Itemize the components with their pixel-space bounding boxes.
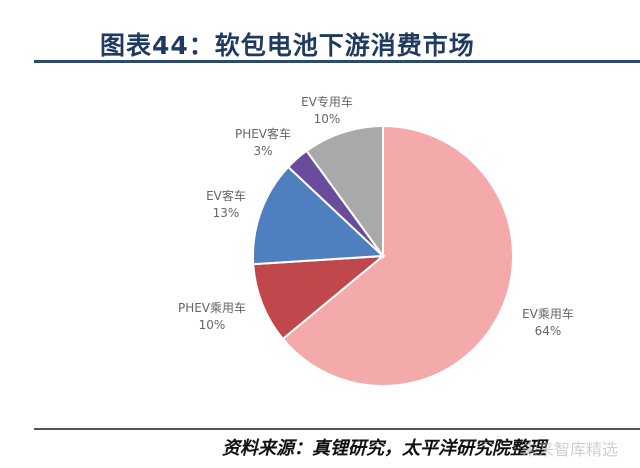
slice-percent-label: 64% — [535, 324, 562, 338]
slice-name-label: PHEV客车 — [235, 126, 291, 141]
title-divider — [34, 60, 640, 63]
slice-name-label: EV专用车 — [301, 94, 353, 109]
pie-slice — [252, 165, 386, 266]
watermark: 未来智库精选 — [522, 440, 619, 459]
pie-slice — [252, 254, 387, 341]
figure-header: 图表44：软包电池下游消费市场 — [0, 0, 640, 64]
slice-percent-label: 13% — [213, 206, 240, 220]
pie-slices — [252, 124, 514, 387]
slice-name-label: EV乘用车 — [522, 306, 574, 321]
figure-title: 图表44：软包电池下游消费市场 — [100, 31, 475, 60]
footer-divider — [34, 428, 640, 430]
slice-percent-label: 10% — [199, 318, 226, 332]
slice-percent-label: 10% — [314, 112, 341, 126]
slice-name-label: PHEV乘用车 — [178, 300, 246, 315]
pie-slice — [281, 124, 514, 387]
slice-percent-label: 3% — [253, 144, 272, 158]
source-note: 资料来源：真锂研究，太平洋研究院整理 — [222, 438, 546, 459]
slice-name-label: EV客车 — [206, 188, 246, 203]
pie-slice — [305, 124, 384, 260]
pie-labels: EV乘用车 64% PHEV乘用车 10% EV客车 13% PHEV客车 3% EV专用车 10… — [178, 94, 574, 338]
